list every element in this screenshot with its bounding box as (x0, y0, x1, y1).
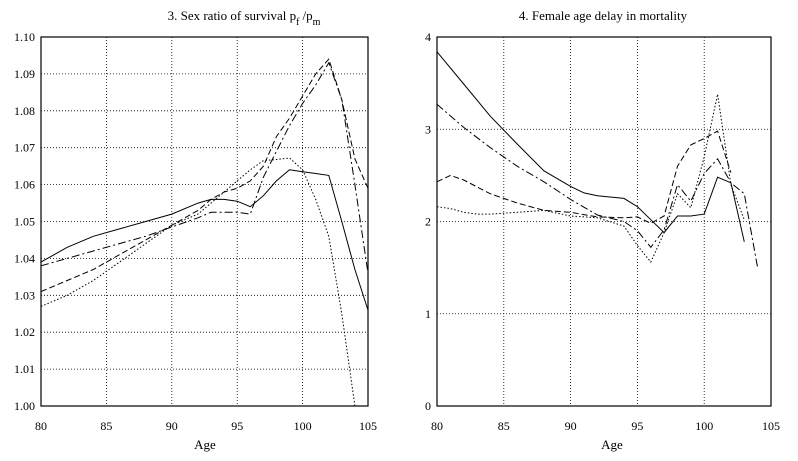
x-tick-label: 95 (231, 419, 243, 433)
series-line-dotted (40, 157, 356, 407)
x-tick-label: 100 (294, 419, 312, 433)
panel-sex-ratio: 3. Sex ratio of survival pf/pm 80 85 90 95 1… (14, 8, 377, 452)
y-tick-label: 0 (425, 399, 431, 413)
series-line-dashdot (40, 61, 369, 274)
y-tick-label: 1 (425, 307, 431, 321)
tick-labels: 80 85 90 95 100 105 1.00 1.01 1.02 1.03 1.04 1.05 1.… (14, 30, 377, 433)
y-tick-label: 1.06 (14, 178, 35, 192)
panel-female-age-delay: 4. Female age delay in mortality 80 85 90 9… (425, 8, 780, 452)
series-group (40, 58, 369, 407)
y-tick-label: 1.05 (14, 215, 35, 229)
series-line-solid (40, 169, 369, 311)
x-tick-label: 95 (631, 419, 643, 433)
y-tick-label: 1.07 (14, 141, 35, 155)
plot-frame (436, 36, 772, 407)
x-tick-label: 85 (498, 419, 510, 433)
y-tick-label: 1.10 (14, 30, 35, 44)
y-tick-label: 4 (425, 30, 431, 44)
x-axis-label: Age (601, 437, 623, 452)
x-tick-label: 85 (100, 419, 112, 433)
y-tick-label: 3 (425, 122, 431, 136)
x-tick-label: 80 (35, 419, 47, 433)
x-tick-label: 90 (565, 419, 577, 433)
plot-frame (40, 36, 369, 407)
y-tick-label: 1.01 (14, 362, 35, 376)
series-line-dashed (436, 130, 732, 224)
y-tick-label: 1.04 (14, 251, 35, 265)
x-tick-label: 80 (431, 419, 443, 433)
series-line-dotted (436, 94, 745, 264)
series-line-solid (436, 51, 745, 242)
series-line-dashdot (436, 103, 759, 268)
y-tick-label: 1.00 (14, 399, 35, 413)
series-line-dashed (40, 58, 369, 293)
series-group (436, 51, 759, 268)
tick-labels: 80 85 90 95 100 105 0 1 2 3 4 (425, 30, 780, 433)
x-axis-label: Age (194, 437, 216, 452)
gridlines (437, 37, 771, 406)
y-tick-label: 2 (425, 215, 431, 229)
y-tick-label: 1.02 (14, 325, 35, 339)
x-tick-label: 105 (359, 419, 377, 433)
panel-title-sex-ratio: 3. Sex ratio of survival pf/pm (168, 8, 321, 28)
x-tick-label: 90 (166, 419, 178, 433)
panel-title-age-delay: 4. Female age delay in mortality (519, 8, 688, 23)
y-tick-label: 1.08 (14, 104, 35, 118)
gridlines (41, 37, 368, 406)
y-tick-label: 1.09 (14, 67, 35, 81)
x-tick-label: 105 (762, 419, 780, 433)
x-tick-label: 100 (695, 419, 713, 433)
y-tick-label: 1.03 (14, 288, 35, 302)
